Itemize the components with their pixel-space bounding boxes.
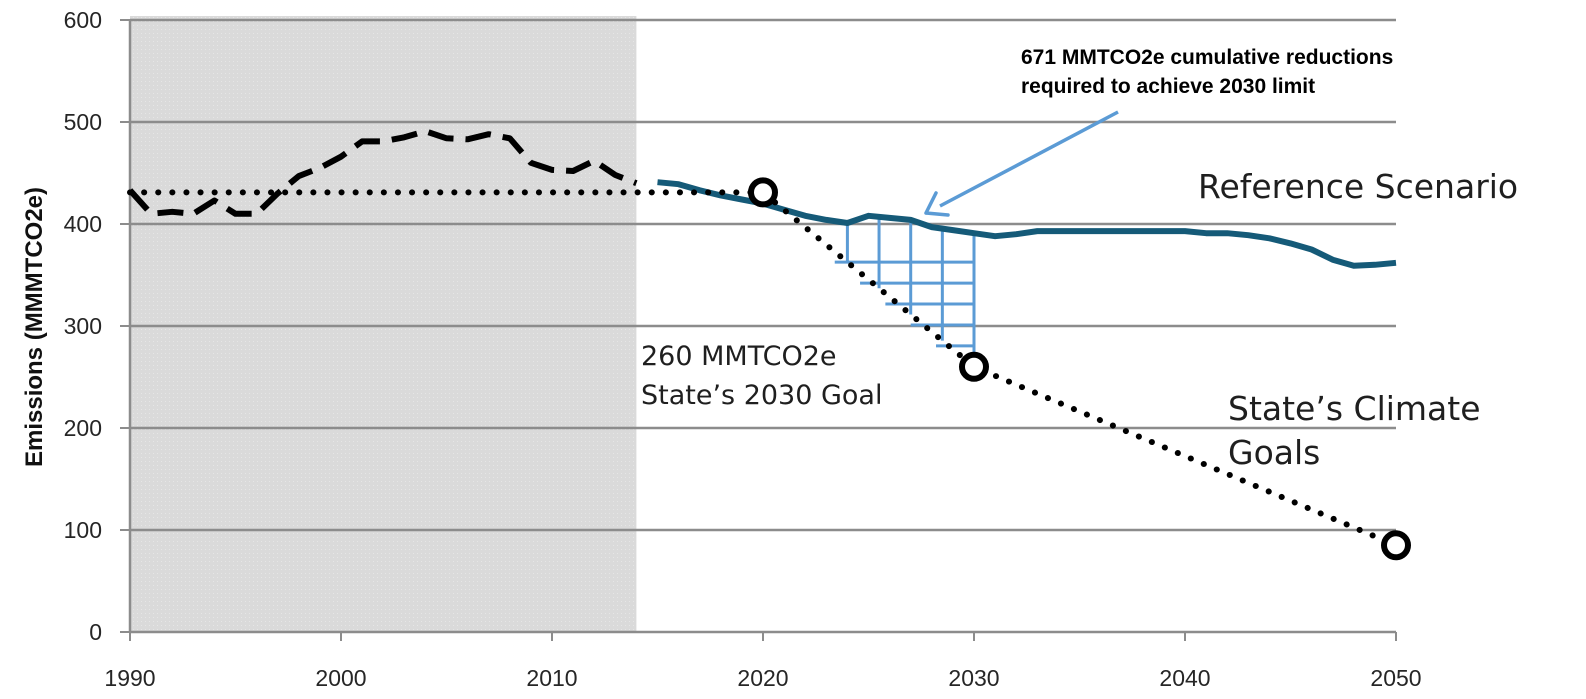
reference-scenario-line — [657, 179, 1397, 269]
y-axis-label: Emissions (MMMTCO2e) — [21, 187, 48, 467]
y-tick-label: 500 — [64, 109, 102, 135]
reductions-label-line2: required to achieve 2030 limit — [1021, 75, 1315, 98]
goal-marker — [959, 351, 989, 382]
y-tick-label: 300 — [64, 313, 102, 339]
y-tick-label: 400 — [64, 211, 102, 237]
x-tick-label: 2010 — [526, 665, 577, 691]
series-lines — [127, 128, 1399, 549]
x-tick-label: 2050 — [1370, 665, 1421, 691]
historical-emissions-line — [127, 128, 638, 217]
x-tick-labels: 1990 2000 2010 2020 2030 2040 2050 — [104, 632, 1422, 691]
goal-marker — [748, 177, 778, 208]
climate-goals-label-line2: Goals — [1228, 433, 1320, 472]
reduction-wedge — [834, 216, 976, 369]
y-tick-label: 600 — [64, 7, 102, 33]
reductions-label-line1: 671 MMTCO2e cumulative reductions — [1021, 46, 1393, 69]
goal-markers — [748, 177, 1411, 561]
arrow-shaft — [939, 110, 1119, 208]
x-tick-label: 1990 — [104, 665, 155, 691]
climate-goals-label-line1: State’s Climate — [1228, 389, 1481, 428]
goal-marker — [1381, 530, 1411, 561]
x-tick-label: 2030 — [948, 665, 999, 691]
goal-2030-label-line2: State’s 2030 Goal — [641, 380, 882, 411]
arrow-head — [924, 191, 950, 217]
x-tick-label: 2040 — [1159, 665, 1210, 691]
gridlines — [120, 18, 1396, 633]
reference-scenario-label: Reference Scenario — [1198, 167, 1518, 206]
historical-period-shading — [130, 16, 637, 632]
annotation-arrow — [924, 110, 1119, 217]
goal-2030-label-line1: 260 MMTCO2e — [641, 341, 837, 372]
x-tick-label: 2000 — [315, 665, 366, 691]
y-tick-label: 200 — [64, 415, 102, 441]
y-tick-label: 100 — [64, 517, 102, 543]
y-tick-label: 0 — [89, 619, 102, 645]
y-tick-labels: 0 100 200 300 400 500 600 — [64, 7, 102, 645]
x-tick-label: 2020 — [737, 665, 788, 691]
